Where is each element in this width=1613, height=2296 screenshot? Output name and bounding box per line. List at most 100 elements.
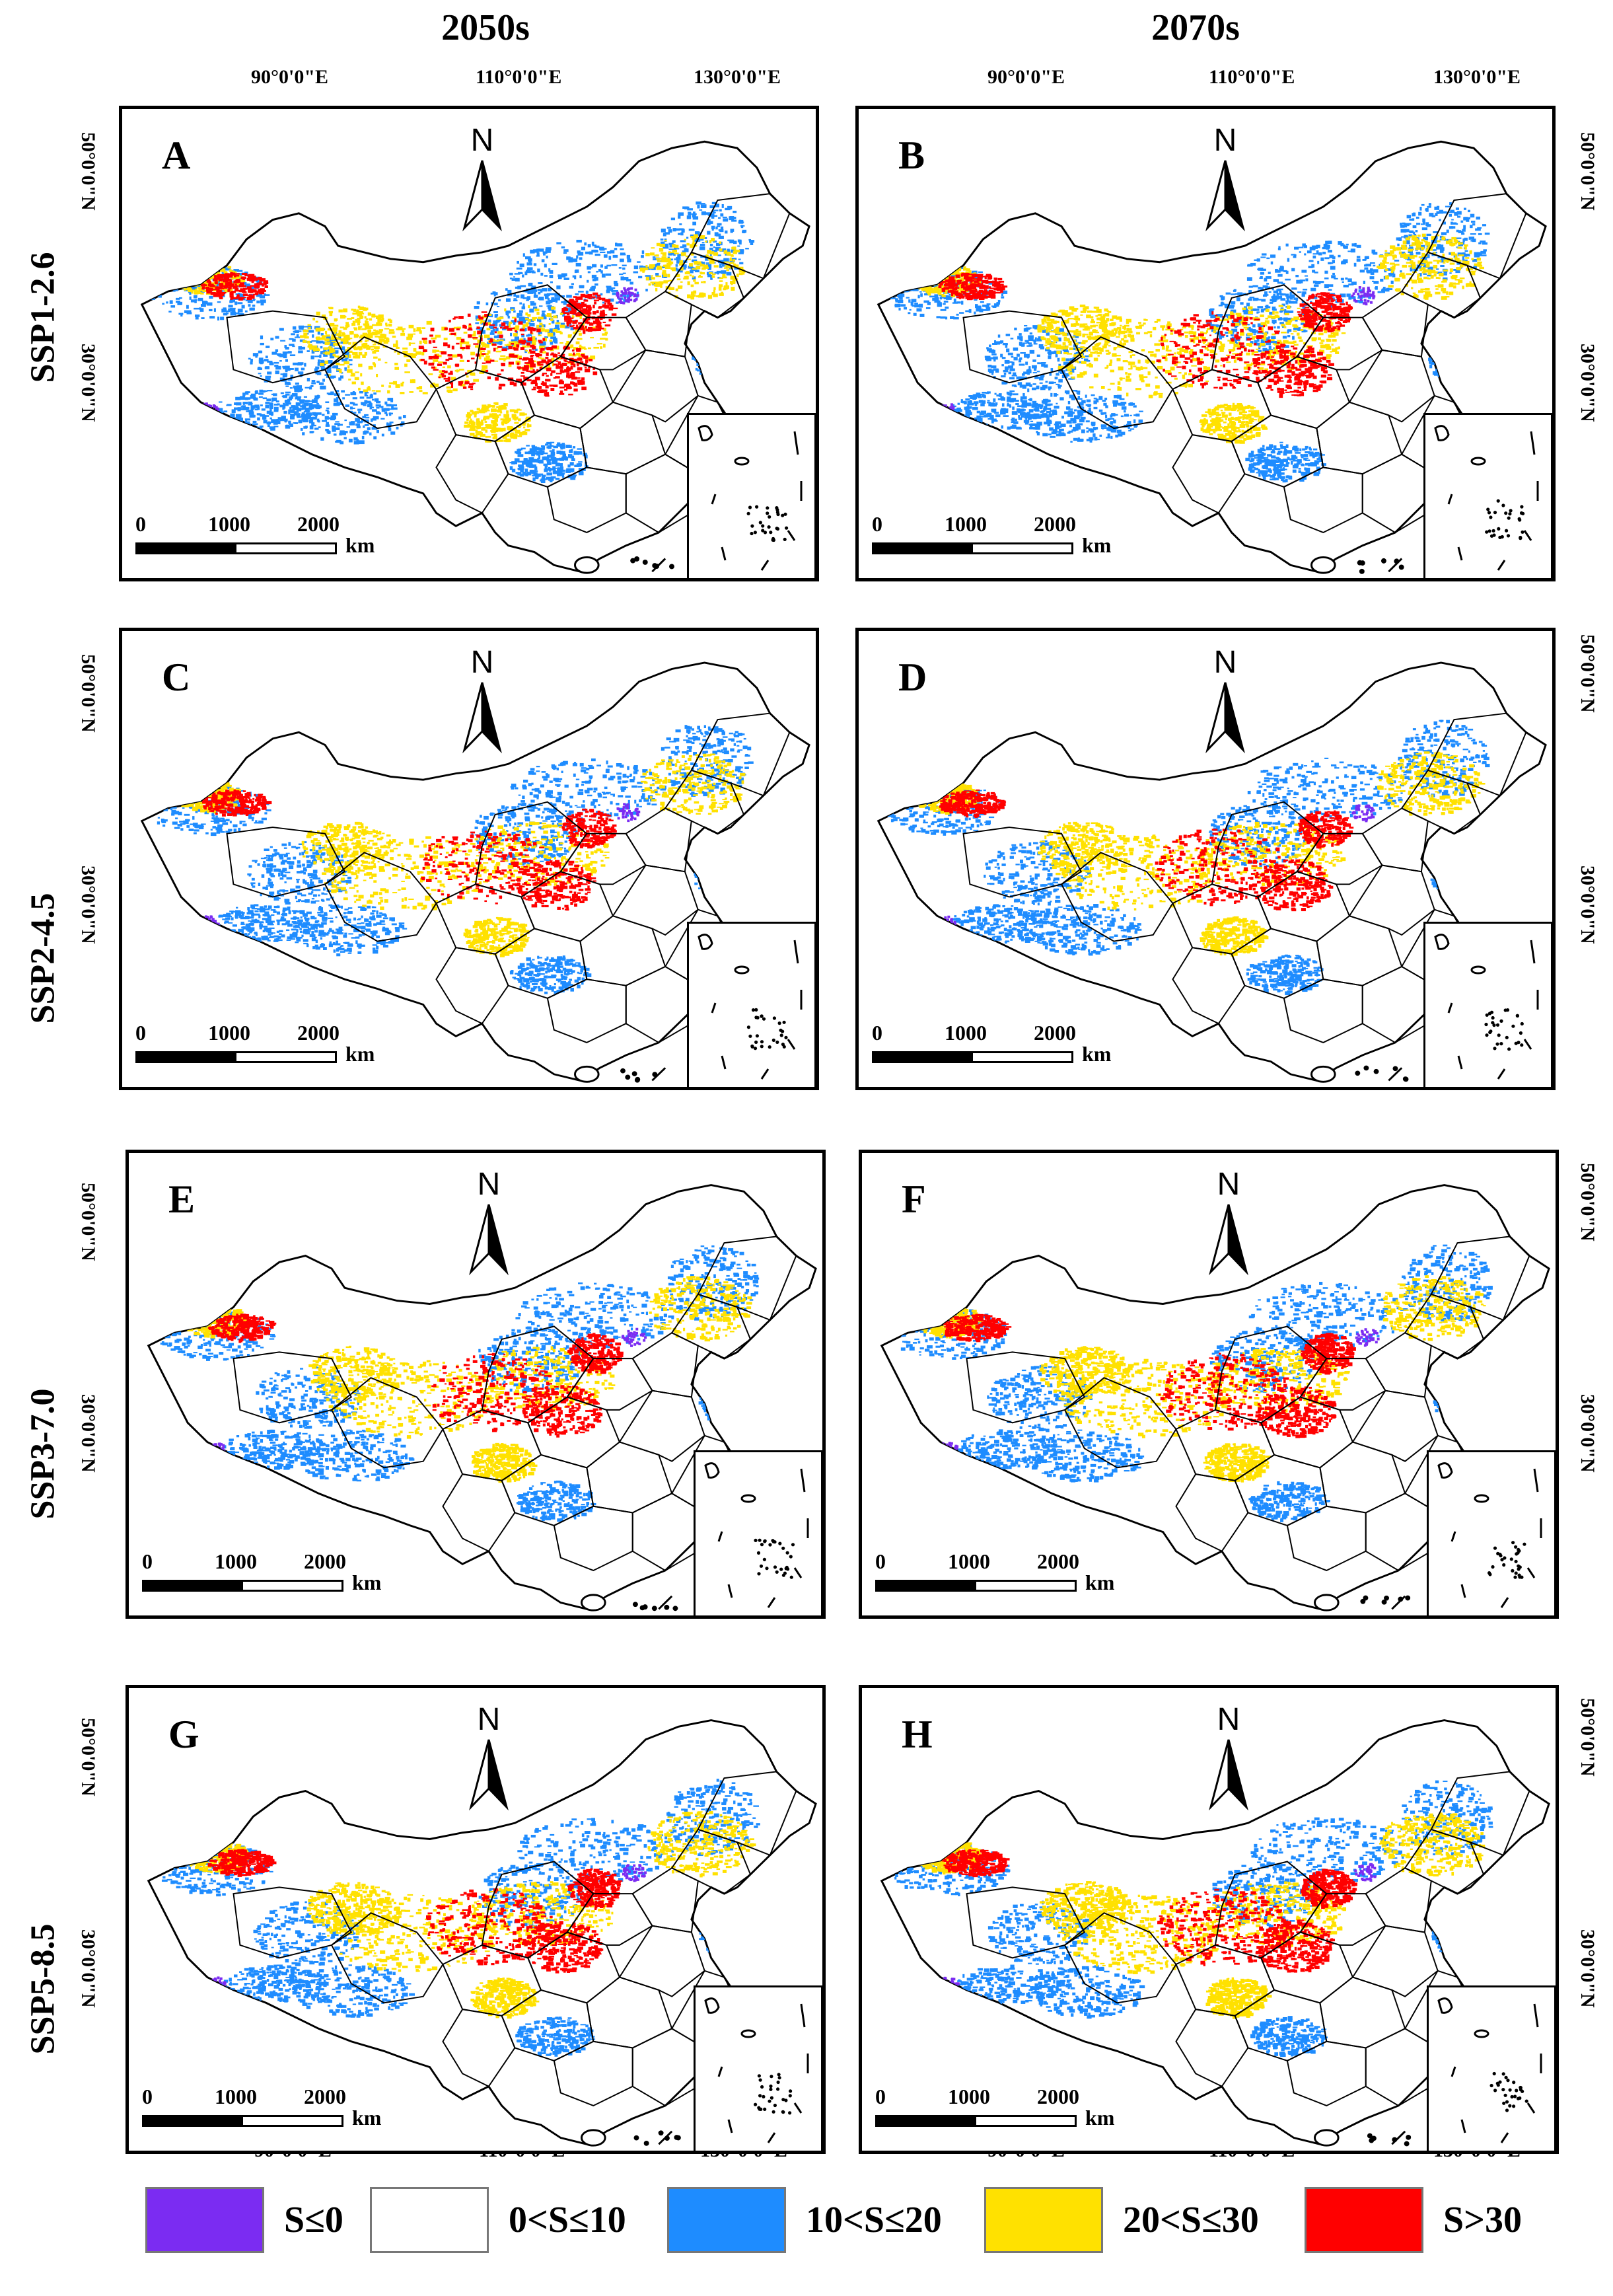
legend-label-s-le-0: S≤0 (284, 2199, 343, 2241)
scale-label-2000: 2000 (304, 1549, 346, 1574)
legend-swatch-blue (667, 2187, 786, 2253)
scale-unit: km (345, 533, 375, 558)
panel-label: C (162, 655, 190, 700)
panel-label: H (902, 1712, 933, 1758)
scale-label-1000: 1000 (208, 1021, 250, 1045)
scale-bar-black-segment (144, 1582, 243, 1590)
scale-bar-black-segment (874, 544, 973, 552)
legend-swatch-purple (145, 2187, 264, 2253)
north-arrow-icon: N (459, 1166, 519, 1278)
scale-label-0: 0 (875, 1549, 886, 1574)
north-arrow-icon: N (459, 1701, 519, 1814)
north-arrow-icon: N (452, 122, 512, 235)
scale-label-1000: 1000 (208, 512, 250, 537)
lat-label-right-30-r1: 30°0'0"N (1576, 344, 1598, 422)
scale-label-1000: 1000 (945, 512, 987, 537)
scale-bar-black-segment (877, 2117, 976, 2125)
scale-bar (875, 1580, 1077, 1592)
scale-label-2000: 2000 (1037, 2085, 1079, 2109)
panel-label: B (898, 133, 925, 178)
north-label: N (1196, 644, 1255, 681)
china-suitability-map (877, 140, 1547, 574)
lat-label-right-30-r4: 30°0'0"N (1576, 1929, 1598, 2008)
north-label: N (1196, 122, 1255, 159)
scale-label-0: 0 (135, 512, 146, 537)
scale-label-0: 0 (142, 2085, 153, 2109)
scale-unit: km (345, 1042, 375, 1066)
china-suitability-map (147, 1719, 817, 2147)
column-header-2070s: 2070s (1063, 7, 1328, 49)
scale-bar (875, 2115, 1077, 2127)
scale-bar (142, 2115, 343, 2127)
china-suitability-map (880, 1719, 1550, 2147)
scale-unit: km (1085, 2106, 1114, 2130)
north-arrow-icon: N (1196, 122, 1255, 235)
scale-bar-black-segment (137, 1053, 236, 1061)
north-arrow-icon: N (452, 644, 512, 757)
lat-label-left-50-r2: 50°0'0"N (77, 654, 99, 733)
lat-label-left-50-r1: 50°0'0"N (77, 132, 99, 211)
south-china-sea-inset (1423, 413, 1552, 578)
china-suitability-map (140, 661, 810, 1083)
lat-label-right-50-r2: 50°0'0"N (1576, 634, 1598, 713)
scale-bar-black-segment (874, 1053, 973, 1061)
south-china-sea-inset (687, 413, 816, 578)
scale-bar (135, 542, 337, 554)
scale-label-0: 0 (872, 512, 882, 537)
map-panel: B N 0 1000 2000 km (855, 106, 1556, 581)
scale-bar (135, 1051, 337, 1063)
scale-label-0: 0 (135, 1021, 146, 1045)
scale-label-1000: 1000 (215, 1549, 257, 1574)
panel-label: F (902, 1177, 926, 1222)
scale-unit: km (352, 2106, 381, 2130)
scale-label-2000: 2000 (297, 1021, 340, 1045)
scale-label-1000: 1000 (215, 2085, 257, 2109)
lat-label-left-30-r3: 30°0'0"N (77, 1394, 99, 1473)
scale-label-1000: 1000 (948, 1549, 990, 1574)
lat-label-left-50-r4: 50°0'0"N (77, 1718, 99, 1796)
north-arrow-icon: N (1199, 1701, 1258, 1814)
scale-label-0: 0 (872, 1021, 882, 1045)
lat-label-right-50-r4: 50°0'0"N (1576, 1698, 1598, 1777)
lat-label-left-50-r3: 50°0'0"N (77, 1183, 99, 1261)
panel-label: G (168, 1712, 199, 1758)
north-label: N (459, 1166, 519, 1203)
lon-label-top-130-b: 130°0'0"E (1433, 66, 1521, 89)
scale-label-0: 0 (142, 1549, 153, 1574)
map-panel: A N 0 1000 2000 km (119, 106, 819, 581)
scale-label-2000: 2000 (297, 512, 340, 537)
scale-bar (872, 1051, 1073, 1063)
scale-bar (872, 542, 1073, 554)
map-panel: C N 0 1000 2000 km (119, 628, 819, 1090)
map-panel: G N 0 1000 2000 km (125, 1685, 826, 2154)
legend-label-0-10: 0<S≤10 (509, 2199, 626, 2241)
map-panel: H N 0 1000 2000 km (859, 1685, 1559, 2154)
scale-bar-black-segment (144, 2117, 243, 2125)
south-china-sea-inset (1423, 922, 1552, 1087)
north-arrow-icon: N (1199, 1166, 1258, 1278)
scale-label-2000: 2000 (304, 2085, 346, 2109)
scale-label-2000: 2000 (1037, 1549, 1079, 1574)
legend-label-20-30: 20<S≤30 (1123, 2199, 1259, 2241)
scale-unit: km (1082, 1042, 1111, 1066)
legend-label-10-20: 10<S≤20 (806, 2199, 942, 2241)
map-panel: E N 0 1000 2000 km (125, 1150, 826, 1619)
scale-bar-black-segment (877, 1582, 976, 1590)
north-arrow-icon: N (1196, 644, 1255, 757)
legend-swatch-red (1305, 2187, 1423, 2253)
north-label: N (459, 1701, 519, 1738)
china-suitability-map (140, 140, 810, 574)
scale-unit: km (352, 1571, 381, 1595)
lon-label-top-90-b: 90°0'0"E (987, 66, 1065, 89)
legend-swatch-white (370, 2187, 489, 2253)
north-label: N (1199, 1166, 1258, 1203)
scale-label-0: 0 (875, 2085, 886, 2109)
scale-label-1000: 1000 (948, 2085, 990, 2109)
legend-swatch-yellow (984, 2187, 1103, 2253)
legend-label-gt-30: S>30 (1443, 2199, 1522, 2241)
north-label: N (1199, 1701, 1258, 1738)
south-china-sea-inset (687, 922, 816, 1087)
map-panel: F N 0 1000 2000 km (859, 1150, 1559, 1619)
lat-label-left-30-r1: 30°0'0"N (77, 344, 99, 422)
scale-bar-black-segment (137, 544, 236, 552)
